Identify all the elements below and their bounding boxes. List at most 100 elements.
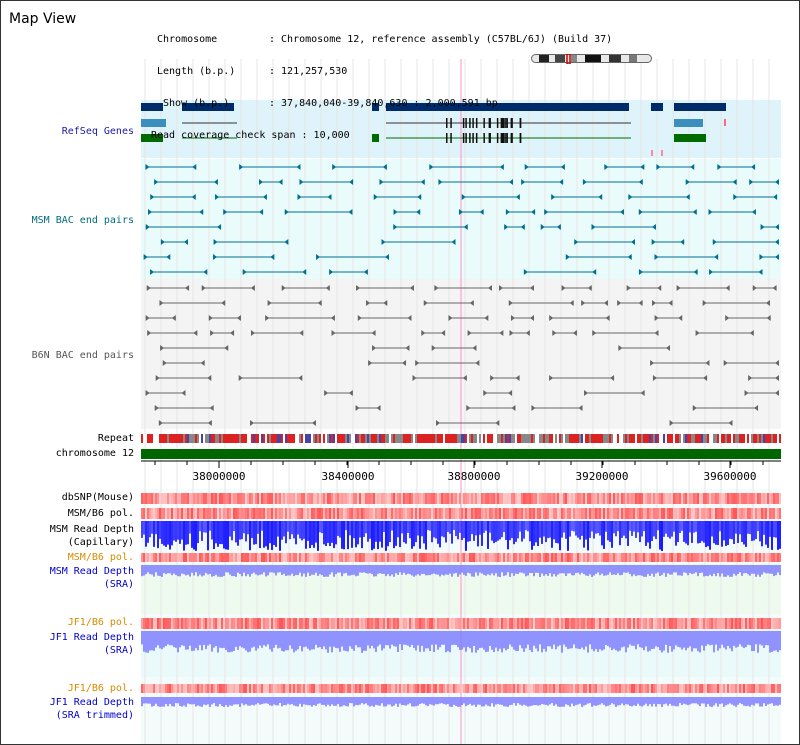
depth-bar <box>591 565 593 577</box>
depth-bar <box>437 521 439 544</box>
depth-bar <box>663 565 665 573</box>
depth-bar <box>465 631 467 652</box>
depth-bar <box>635 521 637 538</box>
repeat-cell <box>467 434 469 443</box>
heat-cell <box>643 493 645 504</box>
heat-cell <box>637 493 639 504</box>
repeat-cell <box>389 434 391 443</box>
heat-cell <box>177 684 179 693</box>
heat-cell <box>301 553 303 562</box>
depth-bar <box>381 521 383 548</box>
repeat-cell <box>435 434 437 443</box>
heat-cell <box>767 684 769 693</box>
heat-cell <box>617 684 619 693</box>
depth-bar <box>579 697 581 704</box>
depth-bar <box>519 565 521 573</box>
heat-cell <box>467 618 469 629</box>
bac-end-marker <box>728 420 733 426</box>
bac-end-marker <box>551 194 556 200</box>
depth-bar <box>263 697 265 704</box>
heat-cell <box>669 493 671 504</box>
page-title: Map View <box>9 11 77 27</box>
depth-bar <box>707 631 709 645</box>
depth-bar <box>719 565 721 577</box>
depth-bar <box>249 521 251 551</box>
heat-cell <box>309 508 311 519</box>
heat-cell <box>669 684 671 693</box>
heat-cell <box>611 493 613 504</box>
exon-tick <box>504 118 506 128</box>
heat-cell <box>513 493 515 504</box>
depth-bar <box>157 521 159 549</box>
heat-cell <box>185 618 187 629</box>
heat-cell <box>701 493 703 504</box>
heat-cell <box>407 553 409 562</box>
heat-cell <box>205 684 207 693</box>
repeat-cell <box>655 434 657 443</box>
heat-cell <box>661 553 663 562</box>
depth-bar <box>737 565 739 575</box>
depth-bar <box>661 697 663 707</box>
heat-cell <box>425 618 427 629</box>
repeat-cell <box>677 434 679 443</box>
depth-bar <box>613 521 615 534</box>
heat-cell <box>553 493 555 504</box>
bac-end-marker <box>215 194 220 200</box>
depth-bar <box>615 697 617 707</box>
repeat-cell <box>611 434 613 443</box>
depth-bar <box>411 697 413 707</box>
repeat-cell <box>471 434 473 443</box>
bac-end-marker <box>582 179 587 185</box>
depth-bar <box>427 697 429 707</box>
heat-cell <box>295 493 297 504</box>
heat-cell <box>367 508 369 519</box>
depth-bar <box>239 697 241 707</box>
repeat-cell <box>689 434 691 443</box>
chromosome-ideogram[interactable] <box>531 54 653 64</box>
exon-tick <box>506 133 508 143</box>
depth-bar <box>733 521 735 544</box>
depth-bar <box>197 697 199 706</box>
depth-bar <box>667 521 669 537</box>
depth-bar <box>171 631 173 646</box>
heat-cell <box>617 508 619 519</box>
heat-cell <box>483 684 485 693</box>
depth-bar <box>497 521 499 541</box>
depth-bar <box>669 565 671 575</box>
depth-bar <box>703 697 705 704</box>
heat-cell <box>439 553 441 562</box>
bac-end-marker <box>467 330 472 336</box>
heat-cell <box>631 618 633 629</box>
heat-cell <box>399 508 401 519</box>
heat-cell <box>589 618 591 629</box>
heat-cell <box>439 508 441 519</box>
heat-cell <box>327 684 329 693</box>
heat-cell <box>405 684 407 693</box>
heat-cell <box>435 618 437 629</box>
heat-cell <box>743 508 745 519</box>
depth-bar <box>199 565 201 575</box>
heat-cell <box>487 618 489 629</box>
depth-bar <box>203 565 205 576</box>
heat-cell <box>237 684 239 693</box>
heat-cell <box>777 618 779 629</box>
depth-bar <box>499 631 501 649</box>
heat-cell <box>183 618 185 629</box>
depth-bar <box>689 521 691 533</box>
heat-cell <box>565 618 567 629</box>
heat-cell <box>597 493 599 504</box>
heat-cell <box>271 684 273 693</box>
bac-end-marker <box>773 194 778 200</box>
heat-cell <box>283 508 285 519</box>
heat-cell <box>535 618 537 629</box>
depth-bar <box>653 697 655 704</box>
repeat-cell <box>775 434 777 443</box>
repeat-cell <box>713 434 715 443</box>
repeat-cell <box>547 434 549 443</box>
repeat-cell <box>229 434 231 443</box>
heat-cell <box>433 553 435 562</box>
repeat-cell <box>213 434 215 443</box>
heat-cell <box>529 493 531 504</box>
bac-end-marker <box>393 209 398 215</box>
